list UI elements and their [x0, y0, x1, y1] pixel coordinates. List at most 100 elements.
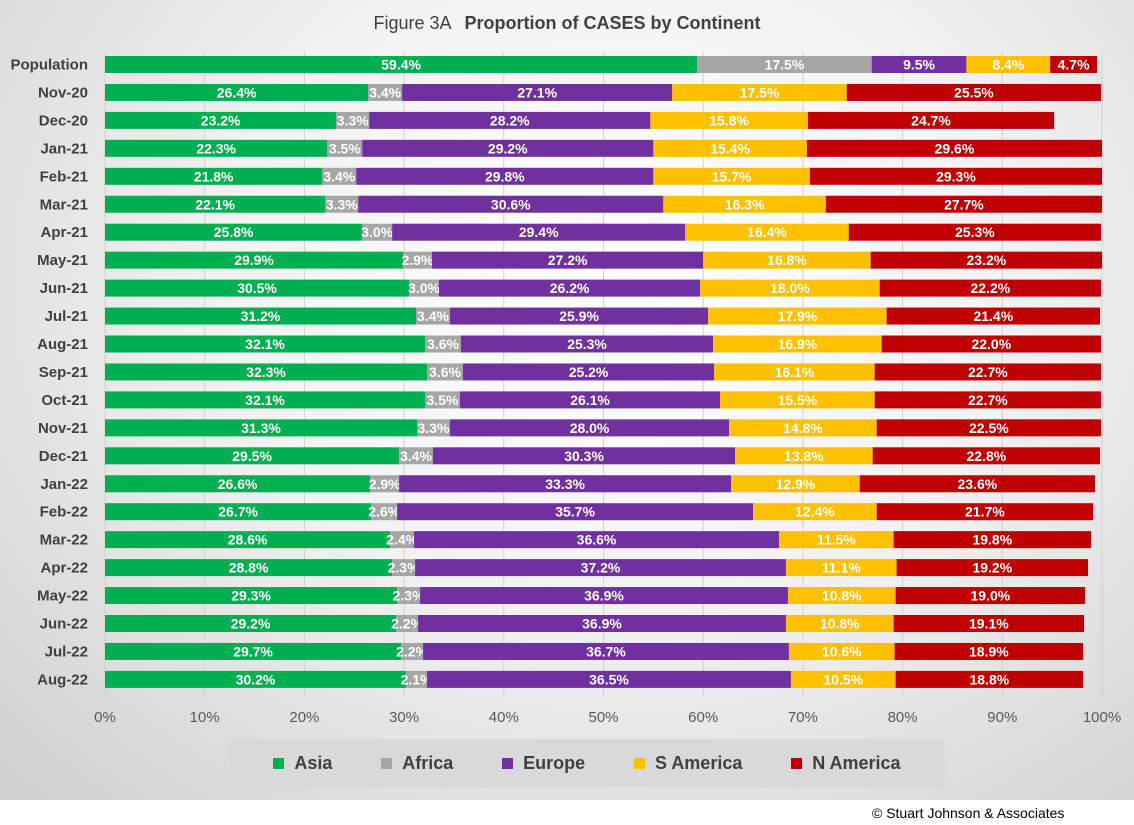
- category-label: Feb-22: [40, 504, 88, 521]
- bar-segment-africa: [370, 475, 400, 493]
- data-label: 8.4%: [992, 57, 1024, 73]
- data-label: 22.2%: [970, 280, 1010, 296]
- x-tick-label: 70%: [788, 709, 818, 726]
- bar-segment-asia: [105, 670, 407, 688]
- bar-segment-africa: [397, 587, 421, 605]
- bar-segment-asia: [105, 475, 371, 493]
- bar-segment-asia: [105, 195, 326, 213]
- category-label: Sep-21: [39, 364, 88, 381]
- category-label: Nov-21: [38, 420, 88, 437]
- data-label: 15.7%: [712, 168, 752, 184]
- data-label: 30.6%: [491, 196, 531, 212]
- data-label: 2.3%: [388, 560, 420, 576]
- data-label: 10.8%: [822, 588, 862, 604]
- data-label: 2.2%: [391, 616, 423, 632]
- bar-segment-n-america: [859, 475, 1096, 493]
- bar-segment-europe: [459, 391, 721, 409]
- bar-segment-n-america: [893, 615, 1085, 632]
- bar-segment-s-america: [966, 56, 1051, 73]
- bar-segment-asia: [105, 223, 363, 241]
- copyright-notice: © Stuart Johnson & Associates: [872, 805, 1065, 821]
- data-label: 27.7%: [944, 196, 984, 212]
- data-label: 29.3%: [936, 168, 976, 184]
- bar-segment-asia: [105, 503, 372, 521]
- data-label: 29.4%: [519, 224, 559, 240]
- data-label: 22.8%: [966, 448, 1006, 464]
- bar-segment-asia: [105, 111, 337, 129]
- data-label: 21.8%: [194, 168, 234, 184]
- stacked-bar-chart: 0% 10% 20% 30% 40% 50% 60% 70% 80% 90% 100% Populat…: [11, 52, 1121, 726]
- category-label: Population: [11, 57, 89, 74]
- data-label: 29.6%: [935, 140, 975, 156]
- bar-segment-s-america: [735, 447, 873, 465]
- chart-area: Figure 3A Proportion of CASES by Contine…: [0, 0, 1134, 800]
- bar-segment-europe: [402, 83, 673, 101]
- bar-segment-europe: [420, 587, 788, 605]
- category-label: Oct-21: [41, 392, 88, 409]
- category-label: Apr-21: [40, 224, 88, 241]
- bar-segment-asia: [105, 307, 417, 325]
- bar-segment-s-america: [788, 642, 895, 660]
- data-label: 25.3%: [567, 336, 607, 352]
- legend-label: S America: [654, 752, 743, 773]
- data-label: 26.4%: [217, 84, 257, 100]
- bar-segment-africa: [362, 223, 393, 241]
- bar-segment-asia: [105, 335, 426, 353]
- data-label: 29.9%: [234, 252, 274, 268]
- bar-segment-africa: [425, 391, 460, 409]
- data-label: 28.0%: [570, 420, 610, 436]
- bar-segment-s-america: [720, 391, 875, 409]
- bar-segment-n-america: [825, 195, 1102, 213]
- bar-segment-africa: [697, 56, 872, 73]
- legend-swatch: [633, 757, 645, 769]
- data-label: 59.4%: [381, 57, 421, 73]
- data-label: 15.8%: [709, 112, 749, 128]
- data-label: 26.7%: [218, 504, 258, 520]
- legend-item-africa: Africa: [381, 753, 453, 774]
- data-label: 31.2%: [241, 308, 281, 324]
- bar-segment-n-america: [893, 531, 1092, 549]
- bar-segment-s-america: [703, 251, 871, 269]
- legend-label: Africa: [402, 752, 454, 773]
- bar-segment-europe: [432, 251, 704, 269]
- data-label: 29.2%: [488, 140, 528, 156]
- bar-segment-n-america: [876, 419, 1102, 437]
- data-label: 16.1%: [775, 364, 815, 380]
- data-label: 19.0%: [970, 588, 1010, 604]
- category-label: Aug-22: [37, 671, 88, 688]
- data-label: 10.6%: [822, 643, 862, 659]
- bar-segment-n-america: [1050, 56, 1098, 73]
- bar-segment-s-america: [708, 307, 887, 325]
- bar-segment-n-america: [870, 251, 1102, 269]
- bar-segment-asia: [105, 279, 410, 297]
- category-label: Jan-21: [40, 140, 88, 157]
- x-tick-label: 20%: [289, 709, 319, 726]
- data-label: 36.9%: [584, 588, 624, 604]
- legend-swatch: [273, 757, 285, 769]
- data-label: 28.6%: [228, 532, 268, 548]
- data-label: 13.8%: [784, 448, 824, 464]
- bar-segment-europe: [418, 615, 786, 632]
- data-label: 16.4%: [747, 224, 787, 240]
- category-label: Jan-22: [40, 476, 88, 493]
- bar-segment-n-america: [806, 139, 1102, 157]
- bar-segment-n-america: [895, 670, 1084, 688]
- legend-swatch: [502, 757, 514, 769]
- bar-segment-africa: [327, 139, 363, 157]
- data-label: 2.4%: [386, 532, 418, 548]
- data-label: 36.9%: [582, 616, 622, 632]
- category-label: Apr-22: [40, 560, 88, 577]
- data-label: 23.2%: [966, 252, 1006, 268]
- bar-segment-n-america: [894, 642, 1084, 660]
- data-label: 2.3%: [393, 588, 425, 604]
- category-label: Jul-22: [45, 643, 88, 660]
- data-label: 25.3%: [955, 224, 995, 240]
- legend-item-asia: Asia: [273, 753, 332, 774]
- bar-segment-europe: [433, 447, 736, 465]
- data-label: 12.9%: [776, 476, 816, 492]
- data-label: 3.6%: [429, 364, 461, 380]
- bar-segment-asia: [105, 363, 428, 381]
- data-label: 30.3%: [564, 448, 604, 464]
- data-label: 28.8%: [229, 560, 269, 576]
- bar-segment-s-america: [650, 111, 808, 129]
